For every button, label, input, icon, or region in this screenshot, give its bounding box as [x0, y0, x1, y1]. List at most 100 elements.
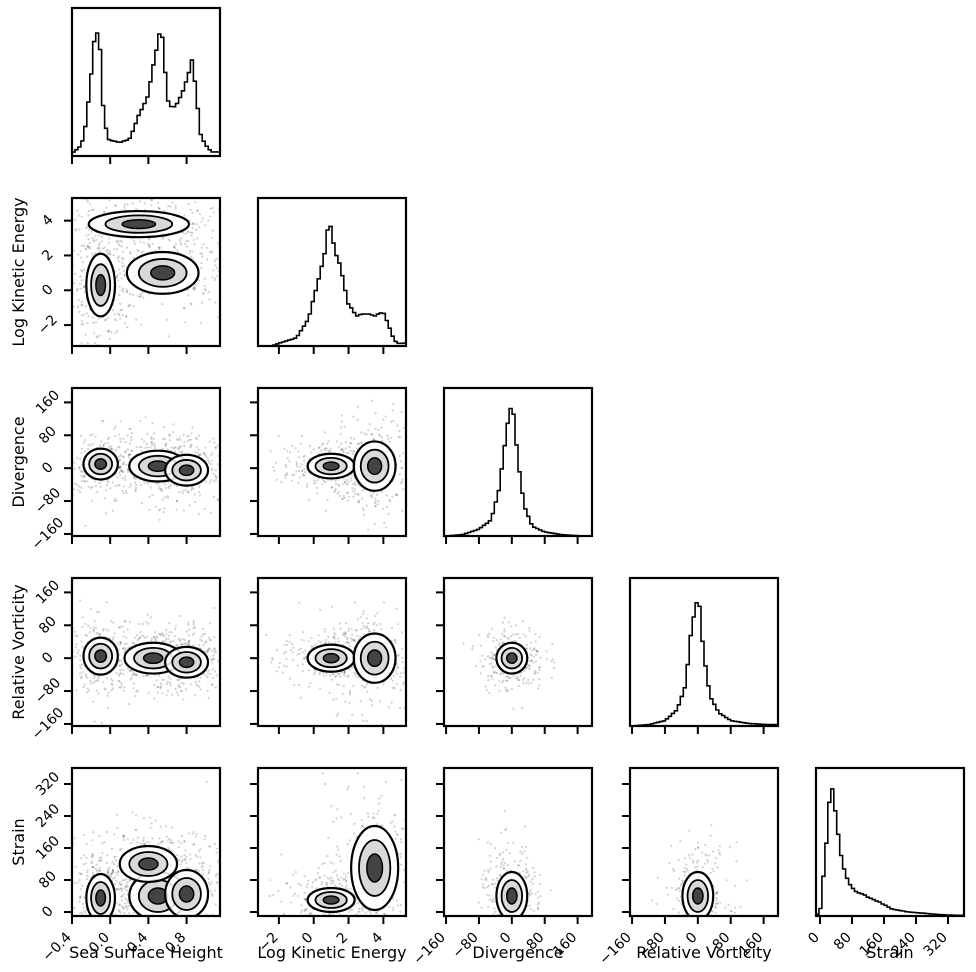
scatter-point [183, 840, 186, 843]
scatter-point [125, 905, 128, 908]
scatter-point [323, 861, 326, 865]
scatter-point [81, 884, 84, 887]
scatter-point [103, 442, 106, 445]
scatter-point [365, 917, 367, 919]
scatter-point [161, 936, 163, 938]
scatter-point [226, 478, 228, 480]
scatter-point [144, 416, 147, 419]
scatter-point [173, 245, 176, 248]
scatter-point [293, 683, 296, 687]
scatter-point [199, 688, 202, 691]
scatter-point [180, 855, 183, 858]
scatter-point [155, 636, 158, 639]
scatter-point [86, 357, 88, 359]
scatter-point [353, 672, 356, 675]
scatter-point [373, 501, 376, 505]
scatter-point [178, 918, 180, 920]
scatter-point [84, 248, 88, 251]
scatter-point [310, 636, 313, 640]
scatter-point [296, 653, 299, 656]
scatter-point [102, 444, 105, 447]
scatter-point [434, 863, 436, 865]
scatter-point [119, 458, 122, 461]
scatter-point [129, 436, 133, 439]
scatter-point [199, 856, 202, 859]
scatter-point [67, 279, 69, 281]
scatter-point [215, 257, 218, 260]
scatter-point [302, 657, 306, 660]
scatter-point [89, 920, 91, 922]
scatter-point [131, 673, 134, 677]
scatter-point [327, 439, 330, 442]
contour-inner [95, 273, 107, 297]
scatter-point [120, 245, 123, 248]
scatter-point [233, 922, 235, 924]
scatter-point [410, 482, 412, 484]
scatter-point [101, 851, 104, 855]
scatter-point [159, 921, 161, 923]
scatter-point [383, 601, 386, 604]
scatter-point [138, 295, 142, 298]
scatter-point [353, 963, 355, 965]
scatter-point [224, 456, 226, 458]
scatter-point [208, 638, 211, 642]
scatter-point [117, 909, 120, 912]
scatter-point [338, 920, 340, 922]
scatter-point [373, 438, 376, 441]
scatter-point [179, 445, 182, 448]
scatter-point [234, 673, 236, 675]
scatter-point [122, 456, 126, 459]
pair-lke-vort [265, 601, 415, 726]
scatter-point [117, 260, 120, 263]
scatter-point [121, 463, 124, 466]
scatter-point [96, 247, 99, 250]
scatter-point [229, 864, 231, 866]
scatter-point [318, 875, 321, 878]
scatter-point [280, 900, 283, 903]
scatter-point [374, 500, 377, 503]
scatter-point [170, 841, 173, 844]
scatter-point [412, 452, 414, 454]
scatter-point [275, 648, 278, 652]
scatter-point [324, 481, 327, 484]
scatter-point [342, 497, 345, 500]
scatter-point [353, 639, 356, 643]
scatter-point [183, 858, 186, 861]
contour-inner [178, 656, 195, 669]
scatter-point [298, 465, 302, 468]
scatter-point [343, 481, 346, 484]
scatter-point [165, 835, 168, 838]
scatter-point [115, 275, 118, 278]
scatter-point [86, 877, 89, 881]
scatter-point [272, 894, 275, 897]
scatter-point [122, 836, 125, 839]
scatter-point [130, 842, 133, 845]
scatter-point [207, 219, 210, 222]
scatter-point [360, 497, 364, 500]
scatter-point [322, 672, 325, 675]
scatter-point [192, 843, 195, 846]
scatter-point [217, 316, 220, 319]
scatter-point [401, 631, 404, 634]
scatter-point [413, 655, 415, 657]
scatter-point [73, 461, 76, 464]
scatter-point [228, 447, 230, 449]
scatter-point [392, 686, 395, 690]
scatter-point [134, 489, 137, 492]
scatter-point [150, 204, 153, 207]
scatter-point [200, 220, 203, 223]
scatter-point [86, 874, 89, 878]
scatter-point [221, 494, 223, 496]
contour-inner [366, 457, 383, 476]
scatter-point [290, 444, 294, 447]
scatter-point [187, 866, 190, 870]
scatter-point [350, 473, 353, 476]
scatter-point [124, 885, 127, 888]
scatter-point [151, 493, 154, 497]
scatter-point [329, 447, 332, 450]
scatter-point [121, 489, 124, 492]
scatter-point [199, 494, 202, 497]
scatter-point [399, 903, 402, 906]
scatter-point [113, 434, 116, 438]
scatter-point [121, 314, 124, 317]
